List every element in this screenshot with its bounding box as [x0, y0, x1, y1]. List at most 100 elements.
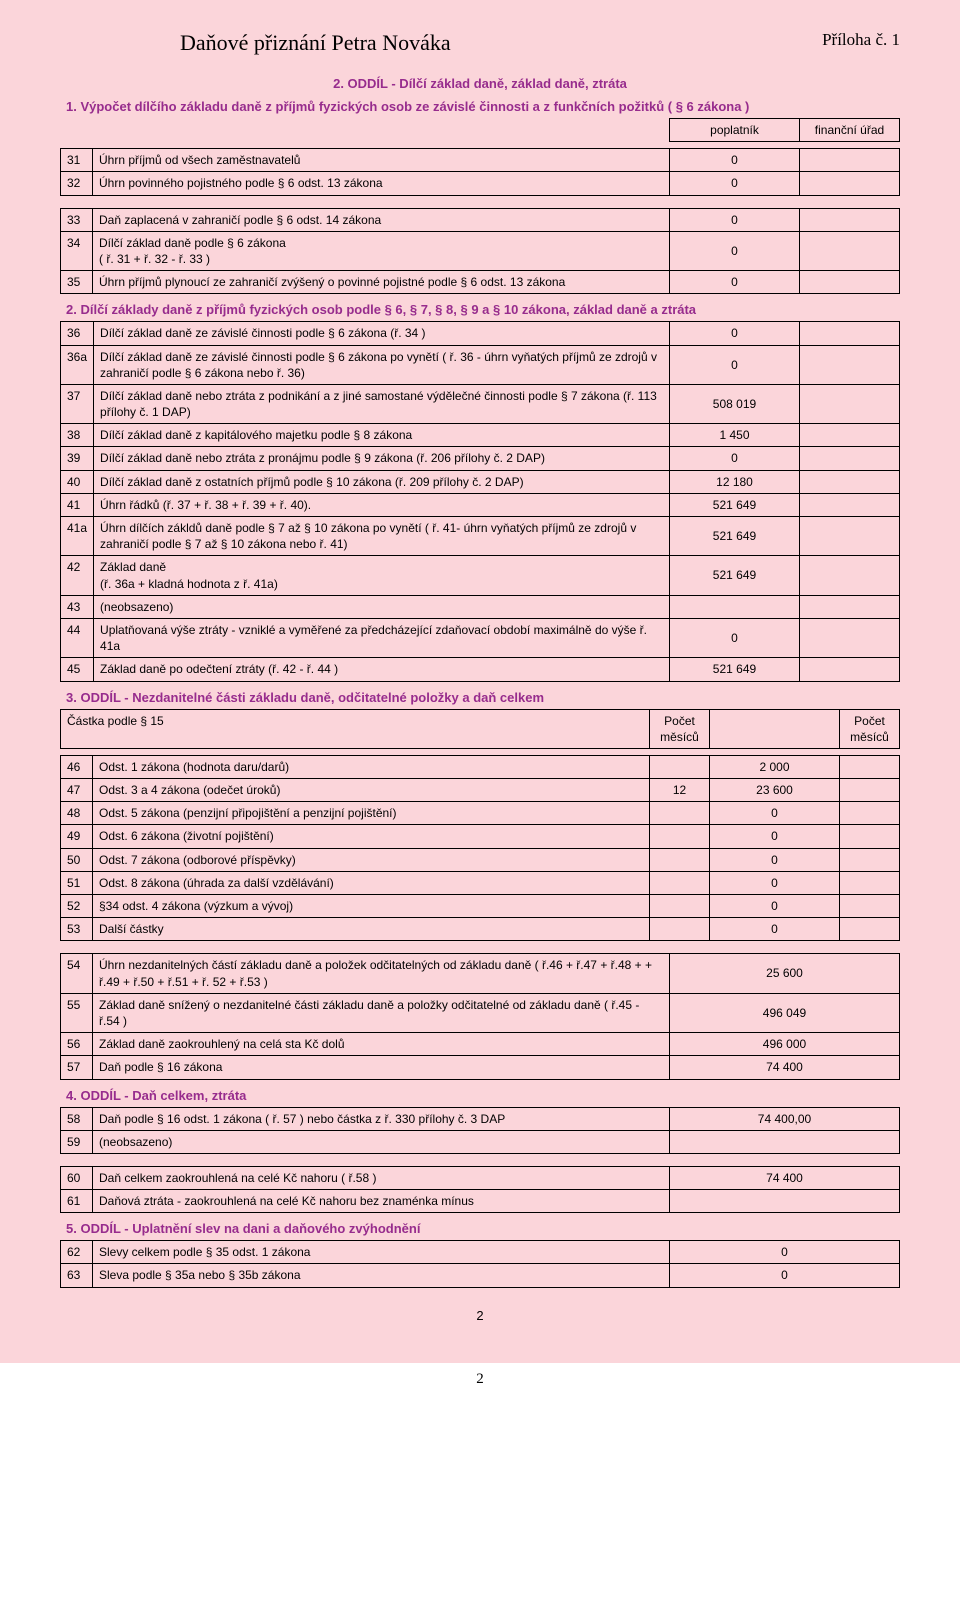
row-months-right [840, 895, 900, 918]
row-desc: Slevy celkem podle § 35 odst. 1 zákona [93, 1241, 670, 1264]
section5-table: 62Slevy celkem podle § 35 odst. 1 zákona… [60, 1240, 900, 1287]
row-num: 51 [61, 871, 93, 894]
table-row: 40Dílčí základ daně z ostatních příjmů p… [61, 470, 900, 493]
col-months-right: Počet měsíců [840, 709, 900, 748]
row-num: 52 [61, 895, 93, 918]
row-num: 36a [61, 345, 94, 384]
row-months-left [650, 918, 710, 941]
table-row: 34Dílčí základ daně podle § 6 zákona ( ř… [61, 231, 900, 270]
row-value: 0 [710, 918, 840, 941]
row-months-left [650, 802, 710, 825]
table-row: 31Úhrn příjmů od všech zaměstnavatelů0 [61, 149, 900, 172]
row-value: 0 [710, 848, 840, 871]
inner-page-number: 2 [60, 1308, 900, 1323]
row-num: 60 [61, 1166, 93, 1189]
row-desc: Daň podle § 16 odst. 1 zákona ( ř. 57 ) … [93, 1107, 670, 1130]
row-num: 63 [61, 1264, 93, 1287]
row-value-taxpayer: 0 [670, 231, 800, 270]
row-desc: Úhrn povinného pojistného podle § 6 odst… [93, 172, 670, 195]
section5-title: 5. ODDÍL - Uplatnění slev na dani a daňo… [60, 1221, 900, 1236]
table-row: 49Odst. 6 zákona (životní pojištění)0 [61, 825, 900, 848]
table-row: 42Základ daně (ř. 36a + kladná hodnota z… [61, 556, 900, 595]
row-num: 55 [61, 993, 93, 1032]
row-num: 61 [61, 1190, 93, 1213]
section2-sub2-table: 36Dílčí základ daně ze závislé činnosti … [60, 321, 900, 681]
row-desc: Dílčí základ daně podle § 6 zákona ( ř. … [93, 231, 670, 270]
row-num: 31 [61, 149, 93, 172]
row-value: 74 400 [670, 1166, 900, 1189]
row-value-taxpayer: 0 [670, 447, 800, 470]
table-row: 50Odst. 7 zákona (odborové příspěvky)0 [61, 848, 900, 871]
row-value: 0 [710, 895, 840, 918]
row-value: 0 [670, 1264, 900, 1287]
row-num: 41a [61, 517, 94, 556]
table-row: 63Sleva podle § 35a nebo § 35b zákona0 [61, 1264, 900, 1287]
table-row: 57Daň podle § 16 zákona74 400 [61, 1056, 900, 1079]
row-desc: Uplatňovaná výše ztráty - vzniklé a vymě… [94, 618, 670, 657]
row-num: 41 [61, 493, 94, 516]
row-desc: Úhrn řádků (ř. 37 + ř. 38 + ř. 39 + ř. 4… [94, 493, 670, 516]
section3-title: 3. ODDÍL - Nezdanitelné části základu da… [60, 690, 900, 705]
row-value-office [800, 424, 900, 447]
row-desc: Odst. 7 zákona (odborové příspěvky) [93, 848, 650, 871]
row-num: 54 [61, 954, 93, 993]
annex-label: Příloha č. 1 [822, 30, 900, 50]
row-num: 36 [61, 322, 94, 345]
table-row: 59(neobsazeno) [61, 1130, 900, 1153]
table-row: 36Dílčí základ daně ze závislé činnosti … [61, 322, 900, 345]
row-num: 34 [61, 231, 93, 270]
table-row: 38Dílčí základ daně z kapitálového majet… [61, 424, 900, 447]
table-row: 53Další částky0 [61, 918, 900, 941]
row-months-right [840, 871, 900, 894]
row-num: 58 [61, 1107, 93, 1130]
row-value-taxpayer: 521 649 [670, 493, 800, 516]
row-value: 0 [710, 825, 840, 848]
row-desc: Dílčí základ daně nebo ztráta z pronájmu… [94, 447, 670, 470]
table-row: 58Daň podle § 16 odst. 1 zákona ( ř. 57 … [61, 1107, 900, 1130]
row-desc: Úhrn nezdanitelných částí základu daně a… [93, 954, 670, 993]
row-desc: Úhrn dílčích zákldů daně podle § 7 až § … [94, 517, 670, 556]
row-num: 47 [61, 779, 93, 802]
row-desc: Daň celkem zaokrouhlená na celé Kč nahor… [93, 1166, 670, 1189]
table-row: 55Základ daně snížený o nezdanitelné čás… [61, 993, 900, 1032]
section4-table-b: 60Daň celkem zaokrouhlená na celé Kč nah… [60, 1166, 900, 1213]
row-num: 39 [61, 447, 94, 470]
row-desc: (neobsazeno) [94, 595, 670, 618]
row-months-right [840, 848, 900, 871]
row-months-left [650, 755, 710, 778]
row-value-office [800, 595, 900, 618]
row-desc: Odst. 3 a 4 zákona (odečet úroků) [93, 779, 650, 802]
row-value: 0 [710, 871, 840, 894]
row-desc: Dílčí základ daně z kapitálového majetku… [94, 424, 670, 447]
row-value-taxpayer: 0 [670, 271, 800, 294]
row-desc: §34 odst. 4 zákona (výzkum a vývoj) [93, 895, 650, 918]
row-value-office [800, 470, 900, 493]
table-row: 37Dílčí základ daně nebo ztráta z podnik… [61, 384, 900, 423]
row-value-office [800, 493, 900, 516]
header: Daňové přiznání Petra Nováka Příloha č. … [60, 30, 900, 56]
row-num: 43 [61, 595, 94, 618]
row-desc: Odst. 1 zákona (hodnota daru/darů) [93, 755, 650, 778]
row-num: 40 [61, 470, 94, 493]
row-value-taxpayer: 0 [670, 208, 800, 231]
row-months-left [650, 871, 710, 894]
table-row: 41aÚhrn dílčích zákldů daně podle § 7 až… [61, 517, 900, 556]
table-row: 43(neobsazeno) [61, 595, 900, 618]
row-desc: Sleva podle § 35a nebo § 35b zákona [93, 1264, 670, 1287]
row-value-taxpayer: 0 [670, 172, 800, 195]
outer-page-number: 2 [0, 1371, 960, 1388]
row-desc: Další částky [93, 918, 650, 941]
row-value-office [800, 208, 900, 231]
row-desc: Základ daně po odečtení ztráty (ř. 42 - … [94, 658, 670, 681]
row-num: 46 [61, 755, 93, 778]
section3-table-b: 54Úhrn nezdanitelných částí základu daně… [60, 953, 900, 1079]
table-row: 32Úhrn povinného pojistného podle § 6 od… [61, 172, 900, 195]
row-months-right [840, 802, 900, 825]
row-months-right [840, 779, 900, 802]
row-months-left [650, 895, 710, 918]
row-value: 496 000 [670, 1033, 900, 1056]
row-value-taxpayer [670, 595, 800, 618]
row-value-taxpayer: 0 [670, 618, 800, 657]
row-value-taxpayer: 521 649 [670, 517, 800, 556]
tax-form-page: Daňové přiznání Petra Nováka Příloha č. … [0, 0, 960, 1363]
